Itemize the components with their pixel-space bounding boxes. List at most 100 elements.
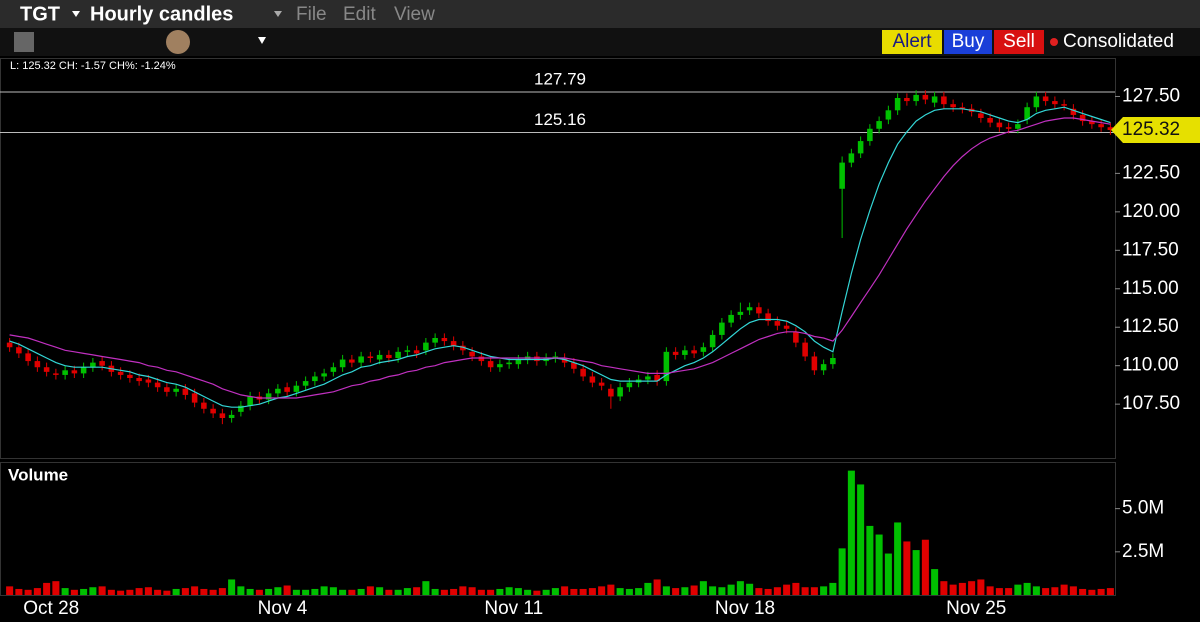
candle-body bbox=[53, 373, 59, 375]
volume-bar bbox=[801, 587, 809, 595]
candle-body bbox=[358, 356, 364, 363]
x-tick-label: Nov 25 bbox=[946, 598, 1006, 619]
volume-bar bbox=[820, 586, 828, 595]
volume-bar bbox=[894, 522, 902, 595]
candle-body bbox=[62, 370, 68, 375]
candle-body bbox=[432, 338, 438, 343]
volume-bar bbox=[588, 588, 596, 595]
sell-button-label[interactable]: Sell bbox=[1003, 31, 1035, 52]
candle-body bbox=[645, 376, 651, 380]
volume-bar bbox=[903, 541, 911, 595]
volume-bar bbox=[1079, 588, 1087, 595]
candle-body bbox=[746, 307, 753, 311]
candle-body bbox=[99, 361, 105, 366]
menu-item[interactable]: File bbox=[296, 4, 327, 25]
candle-body bbox=[127, 374, 133, 378]
volume-bar bbox=[1106, 588, 1114, 595]
volume-bar bbox=[570, 588, 578, 595]
candle-body bbox=[608, 388, 614, 397]
volume-bar bbox=[1042, 588, 1050, 595]
candle-body bbox=[386, 354, 392, 358]
alert-button-label[interactable]: Alert bbox=[892, 31, 932, 52]
candle-body bbox=[802, 342, 808, 357]
dropdown-icon[interactable] bbox=[72, 11, 80, 17]
candle-body bbox=[1107, 127, 1114, 130]
volume-bar bbox=[394, 589, 402, 595]
volume-bar bbox=[764, 588, 772, 595]
volume-bar bbox=[246, 588, 254, 595]
volume-bar bbox=[302, 589, 310, 595]
candle-body bbox=[728, 314, 734, 323]
volume-bar bbox=[718, 587, 726, 595]
dropdown-icon[interactable] bbox=[274, 11, 282, 17]
menu-item[interactable]: Edit bbox=[343, 4, 376, 25]
y-tick-label: 5.0M bbox=[1122, 498, 1164, 519]
candle-body bbox=[404, 350, 411, 352]
volume-bar bbox=[727, 584, 735, 595]
chart-kind[interactable]: Hourly candles bbox=[90, 3, 233, 25]
volume-bar bbox=[209, 589, 217, 595]
price-level-label: 127.79 bbox=[534, 69, 586, 88]
volume-bar bbox=[357, 588, 365, 595]
volume-bar bbox=[376, 587, 384, 595]
candle-body bbox=[839, 162, 845, 189]
menu-item[interactable]: View bbox=[394, 4, 435, 25]
candle-body bbox=[487, 361, 494, 368]
last-price-label: 125.32 bbox=[1122, 119, 1180, 140]
y-tick-label: 122.50 bbox=[1122, 162, 1180, 183]
volume-bar bbox=[699, 581, 707, 595]
candle-body bbox=[737, 311, 744, 315]
moving-average-line bbox=[9, 106, 1111, 408]
volume-bar bbox=[348, 589, 356, 595]
tool-icon[interactable] bbox=[14, 32, 34, 52]
volume-bar bbox=[126, 589, 134, 595]
volume-bar bbox=[958, 582, 966, 595]
candle-body bbox=[395, 351, 401, 358]
candle-body bbox=[867, 128, 873, 142]
candle-body bbox=[1033, 96, 1040, 108]
volume-bar bbox=[986, 586, 994, 595]
candle-body bbox=[691, 350, 697, 354]
volume-bar bbox=[847, 470, 855, 595]
volume-bar bbox=[70, 589, 78, 595]
candle-body bbox=[34, 361, 41, 368]
volume-bar bbox=[274, 587, 282, 595]
volume-bar bbox=[200, 588, 208, 595]
volume-bar bbox=[89, 587, 97, 595]
exchange[interactable]: Consolidated bbox=[1063, 31, 1174, 52]
candle-body bbox=[191, 393, 198, 403]
volume-bar bbox=[977, 579, 985, 595]
candle-body bbox=[876, 121, 882, 129]
buy-button-label[interactable]: Buy bbox=[952, 31, 985, 52]
candle-body bbox=[228, 414, 235, 418]
volume-bar bbox=[339, 589, 347, 595]
candle-body bbox=[423, 342, 429, 351]
price-level-label: 125.16 bbox=[534, 110, 586, 129]
candle-body bbox=[682, 350, 688, 355]
y-tick-label: 115.00 bbox=[1122, 278, 1179, 299]
buy-button[interactable] bbox=[944, 30, 992, 54]
volume-bar bbox=[709, 586, 717, 595]
candle-body bbox=[1098, 124, 1104, 128]
alert-button[interactable] bbox=[882, 30, 942, 54]
sell-button[interactable] bbox=[994, 30, 1044, 54]
volume-bar bbox=[135, 588, 143, 595]
candle-body bbox=[376, 354, 383, 360]
volume-bar bbox=[931, 569, 939, 595]
volume-bar bbox=[773, 587, 781, 595]
volume-bar bbox=[875, 534, 883, 595]
candle-body bbox=[589, 376, 596, 383]
volume-bar bbox=[607, 584, 615, 595]
candle-body bbox=[413, 350, 420, 354]
tool-icon[interactable] bbox=[258, 37, 266, 44]
volume-bar bbox=[80, 588, 88, 595]
volume-bar bbox=[514, 588, 522, 595]
tool-icon[interactable] bbox=[166, 30, 190, 54]
candle-body bbox=[719, 322, 725, 335]
volume-bar bbox=[829, 582, 837, 595]
volume-bar bbox=[995, 588, 1003, 595]
volume-bar bbox=[431, 588, 439, 595]
symbol[interactable]: TGT bbox=[20, 3, 60, 25]
volume-bar bbox=[921, 539, 929, 595]
candle-body bbox=[247, 396, 253, 406]
